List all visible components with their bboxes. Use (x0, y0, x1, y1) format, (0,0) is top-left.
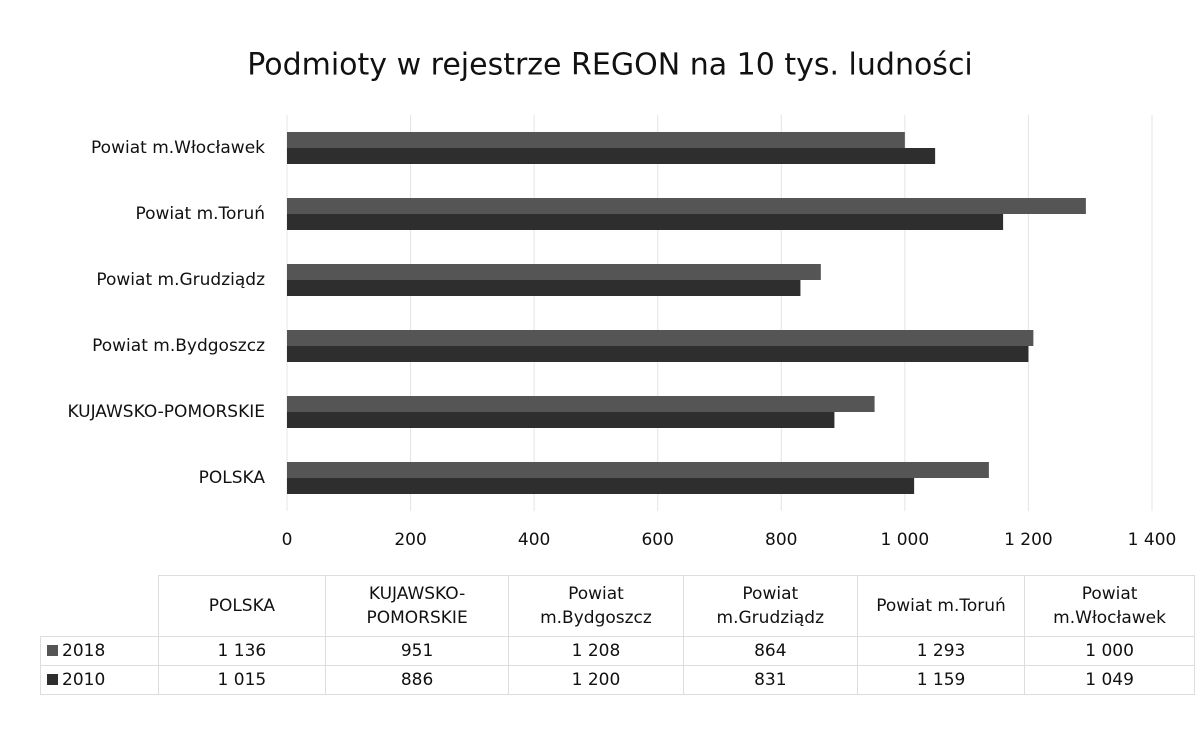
table-header: Powiat m.Bydgoszcz (508, 575, 684, 637)
table-header: POLSKA (157, 575, 326, 637)
bar (287, 280, 801, 296)
bar (287, 396, 875, 412)
legend-label: 2010 (62, 670, 106, 690)
table-value: 1 159 (856, 665, 1026, 695)
x-tick-label: 800 (765, 530, 797, 550)
table-value: 886 (324, 665, 510, 695)
x-tick-label: 1 000 (881, 530, 930, 550)
table-value: 1 000 (1024, 636, 1195, 666)
table-row: 2010 1 015 886 1 200 831 1 159 1 049 (40, 665, 1195, 695)
x-tick-label: 1 400 (1128, 530, 1177, 550)
y-tick-label: Powiat m.Grudziądz (96, 270, 265, 290)
bar (287, 346, 1029, 362)
table-value: 1 208 (508, 636, 684, 666)
legend-label: 2018 (62, 641, 106, 661)
legend-swatch (47, 674, 58, 685)
bar (287, 478, 915, 494)
table-value: 864 (682, 636, 858, 666)
table-value: 1 136 (157, 636, 326, 666)
y-tick-label: KUJAWSKO-POMORSKIE (67, 402, 265, 422)
y-tick-label: Powiat m.Bydgoszcz (92, 336, 265, 356)
table-header: Powiat m.Włocławek (1024, 575, 1195, 637)
table-value: 1 015 (157, 665, 326, 695)
legend-swatch (47, 645, 58, 656)
bar (287, 412, 835, 428)
data-table: POLSKA KUJAWSKO-POMORSKIE Powiat m.Bydgosz… (40, 575, 1195, 695)
table-header: Powiat m.Toruń (856, 575, 1026, 637)
legend-cell: 2010 (40, 665, 159, 695)
x-tick-label: 0 (282, 530, 293, 550)
x-tick-label: 400 (518, 530, 550, 550)
table-value: 1 049 (1024, 665, 1195, 695)
chart-title: Podmioty w rejestrze REGON na 10 tys. lu… (247, 48, 973, 83)
y-tick-label: POLSKA (199, 468, 266, 488)
bar (287, 462, 989, 478)
y-tick-label: Powiat m.Włocławek (91, 138, 265, 158)
bar (287, 330, 1034, 346)
bar (287, 148, 936, 164)
table-header-row: POLSKA KUJAWSKO-POMORSKIE Powiat m.Bydgosz… (40, 575, 1195, 637)
table-header: Powiat m.Grudziądz (682, 575, 858, 637)
x-tick-label: 1 200 (1004, 530, 1053, 550)
legend-cell: 2018 (40, 636, 159, 666)
x-tick-label: 600 (641, 530, 673, 550)
table-header: KUJAWSKO-POMORSKIE (324, 575, 510, 637)
x-tick-label: 200 (394, 530, 426, 550)
table-value: 951 (324, 636, 510, 666)
bar (287, 264, 821, 280)
table-value: 1 200 (508, 665, 684, 695)
table-value: 831 (682, 665, 858, 695)
bar (287, 214, 1004, 230)
table-corner (40, 575, 159, 637)
table-row: 2018 1 136 951 1 208 864 1 293 1 000 (40, 636, 1195, 666)
bar (287, 198, 1086, 214)
y-tick-label: Powiat m.Toruń (135, 204, 265, 224)
bar (287, 132, 905, 148)
table-value: 1 293 (856, 636, 1026, 666)
